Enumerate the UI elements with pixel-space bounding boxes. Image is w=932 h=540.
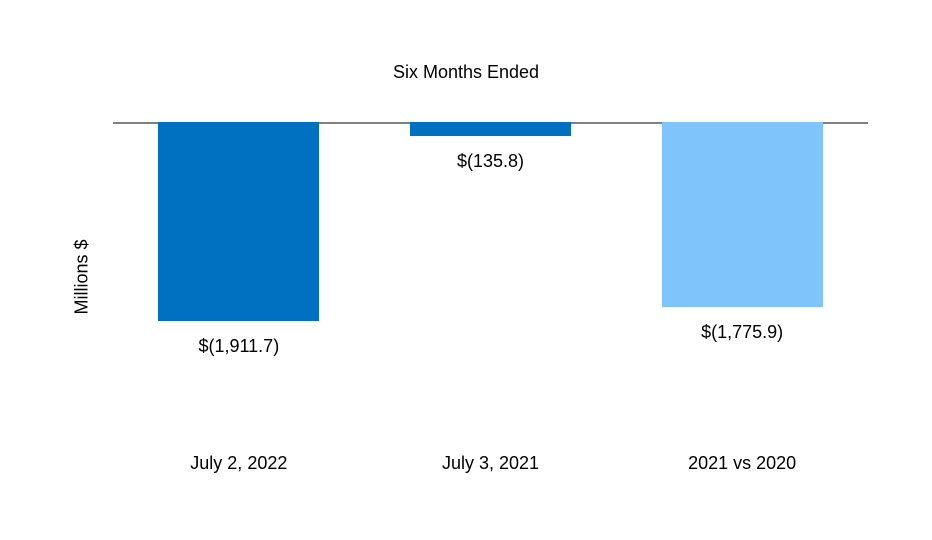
y-axis-label: Millions $ [71, 239, 92, 315]
bar-value-label-2: $(1,775.9) [701, 322, 784, 342]
chart-title: Six Months Ended [392, 62, 540, 82]
bar-value-label-0: $(1,911.7) [198, 336, 280, 356]
bar-2 [661, 122, 823, 307]
x-axis-tick-label-2: 2021 vs 2020 [688, 453, 797, 473]
bar-1 [410, 122, 571, 136]
bar-value-label-1: $(135.8) [456, 151, 525, 171]
plot-area: $(1,911.7) July 2, 2022 $(135.8) July 3, 20… [113, 122, 868, 540]
bar-0 [158, 122, 320, 321]
x-axis-tick-label-0: July 2, 2022 [190, 453, 288, 473]
x-axis-tick-label-1: July 3, 2021 [441, 453, 540, 473]
